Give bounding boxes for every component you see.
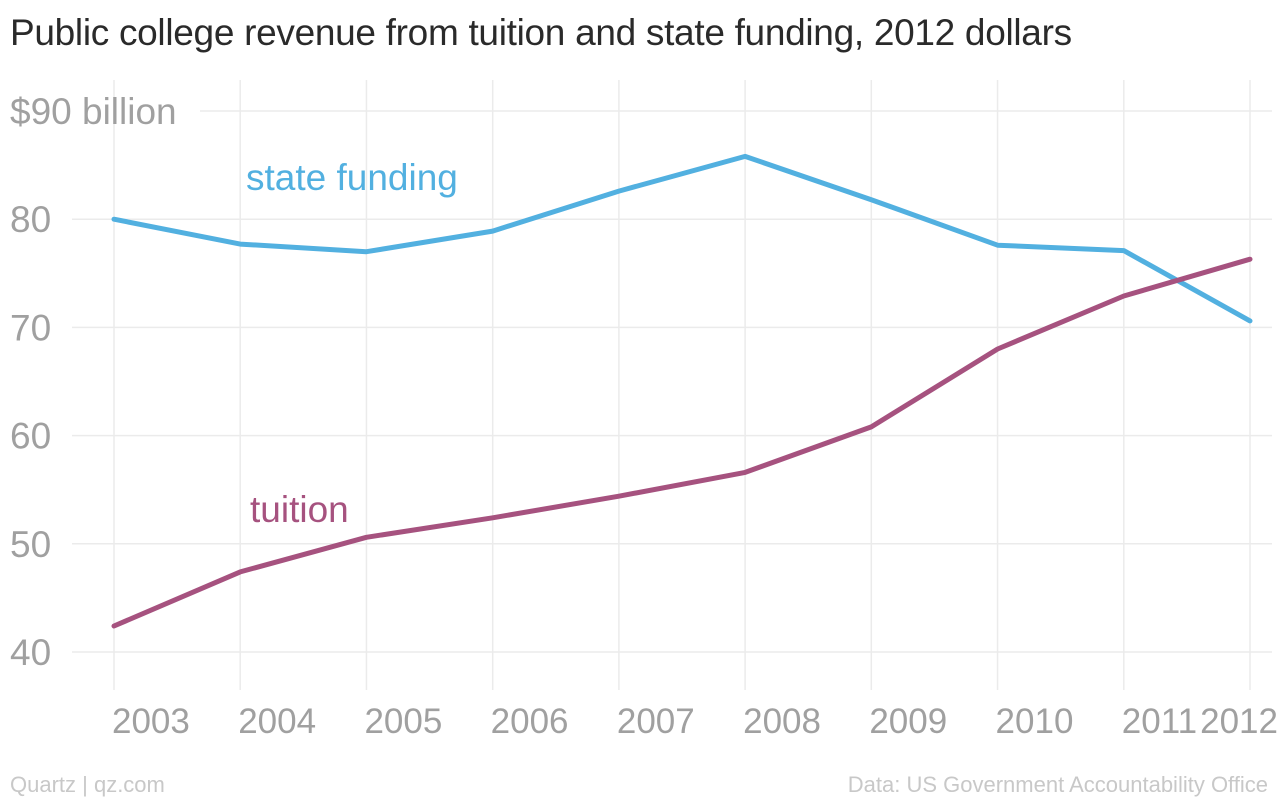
footer-source: Data: US Government Accountability Offic… [847,772,1268,797]
series-labels: state funding tuition [246,157,458,530]
grid-lines [72,80,1272,690]
y-tick-label: 60 [10,416,51,457]
chart-title: Public college revenue from tuition and … [10,12,1072,53]
y-tick-label: 80 [10,199,51,240]
x-tick-label: 2004 [238,702,316,741]
y-tick-label: 70 [10,307,51,348]
series-label-tuition: tuition [250,489,349,530]
y-tick-label: $90 billion [10,91,177,132]
series-line-state-funding [111,153,1253,324]
x-tick-label: 2007 [617,702,695,741]
x-tick-label: 2009 [869,702,947,741]
series-label-state-funding: state funding [246,157,458,198]
y-axis-ticks: $90 billion 80 70 60 50 40 [10,91,177,673]
x-tick-label: 2008 [743,702,821,741]
y-tick-label: 40 [10,632,51,673]
x-tick-label: 2006 [491,702,569,741]
y-tick-label: 50 [10,524,51,565]
x-tick-label: 2003 [112,702,190,741]
footer-credit: Quartz | qz.com [10,772,165,797]
x-tick-label: 2012 [1200,702,1278,741]
x-tick-label: 2010 [996,702,1074,741]
x-tick-label: 2011 [1122,702,1197,741]
x-axis-ticks: 2003 2004 2005 2006 2007 2008 2009 2010 2011 2012 [112,702,1278,741]
series-line-tuition [111,256,1253,629]
series-lines [111,153,1253,629]
x-tick-label: 2005 [364,702,442,741]
